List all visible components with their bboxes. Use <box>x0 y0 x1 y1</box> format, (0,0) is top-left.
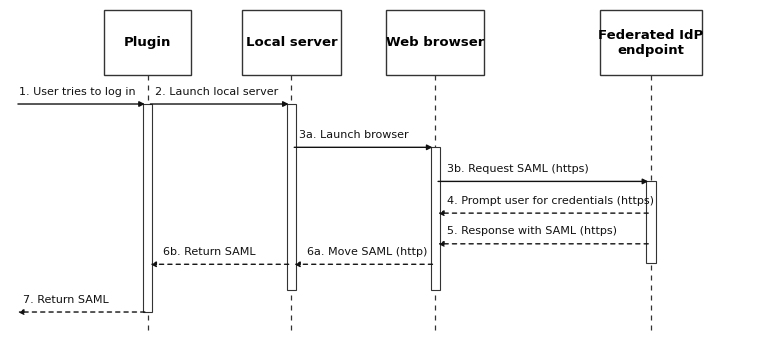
Text: 2. Launch local server: 2. Launch local server <box>155 87 279 97</box>
Text: Plugin: Plugin <box>124 36 171 49</box>
Bar <box>600 10 702 75</box>
Bar <box>431 147 440 290</box>
Text: 1. User tries to log in: 1. User tries to log in <box>19 87 136 97</box>
Bar <box>287 104 296 290</box>
Text: 3b. Request SAML (https): 3b. Request SAML (https) <box>447 164 588 174</box>
Text: 6a. Move SAML (http): 6a. Move SAML (http) <box>307 247 427 257</box>
Text: 7. Return SAML: 7. Return SAML <box>23 295 108 305</box>
Text: Local server: Local server <box>245 36 338 49</box>
Text: 6b. Return SAML: 6b. Return SAML <box>163 247 255 257</box>
Bar <box>143 104 152 312</box>
Text: 5. Response with SAML (https): 5. Response with SAML (https) <box>447 226 617 236</box>
Bar <box>646 181 656 263</box>
Bar <box>104 10 191 75</box>
Bar <box>242 10 341 75</box>
Text: 3a. Launch browser: 3a. Launch browser <box>299 130 409 140</box>
Text: 4. Prompt user for credentials (https): 4. Prompt user for credentials (https) <box>447 196 653 206</box>
Bar <box>386 10 484 75</box>
Text: Web browser: Web browser <box>386 36 484 49</box>
Text: Federated IdP
endpoint: Federated IdP endpoint <box>598 29 704 57</box>
